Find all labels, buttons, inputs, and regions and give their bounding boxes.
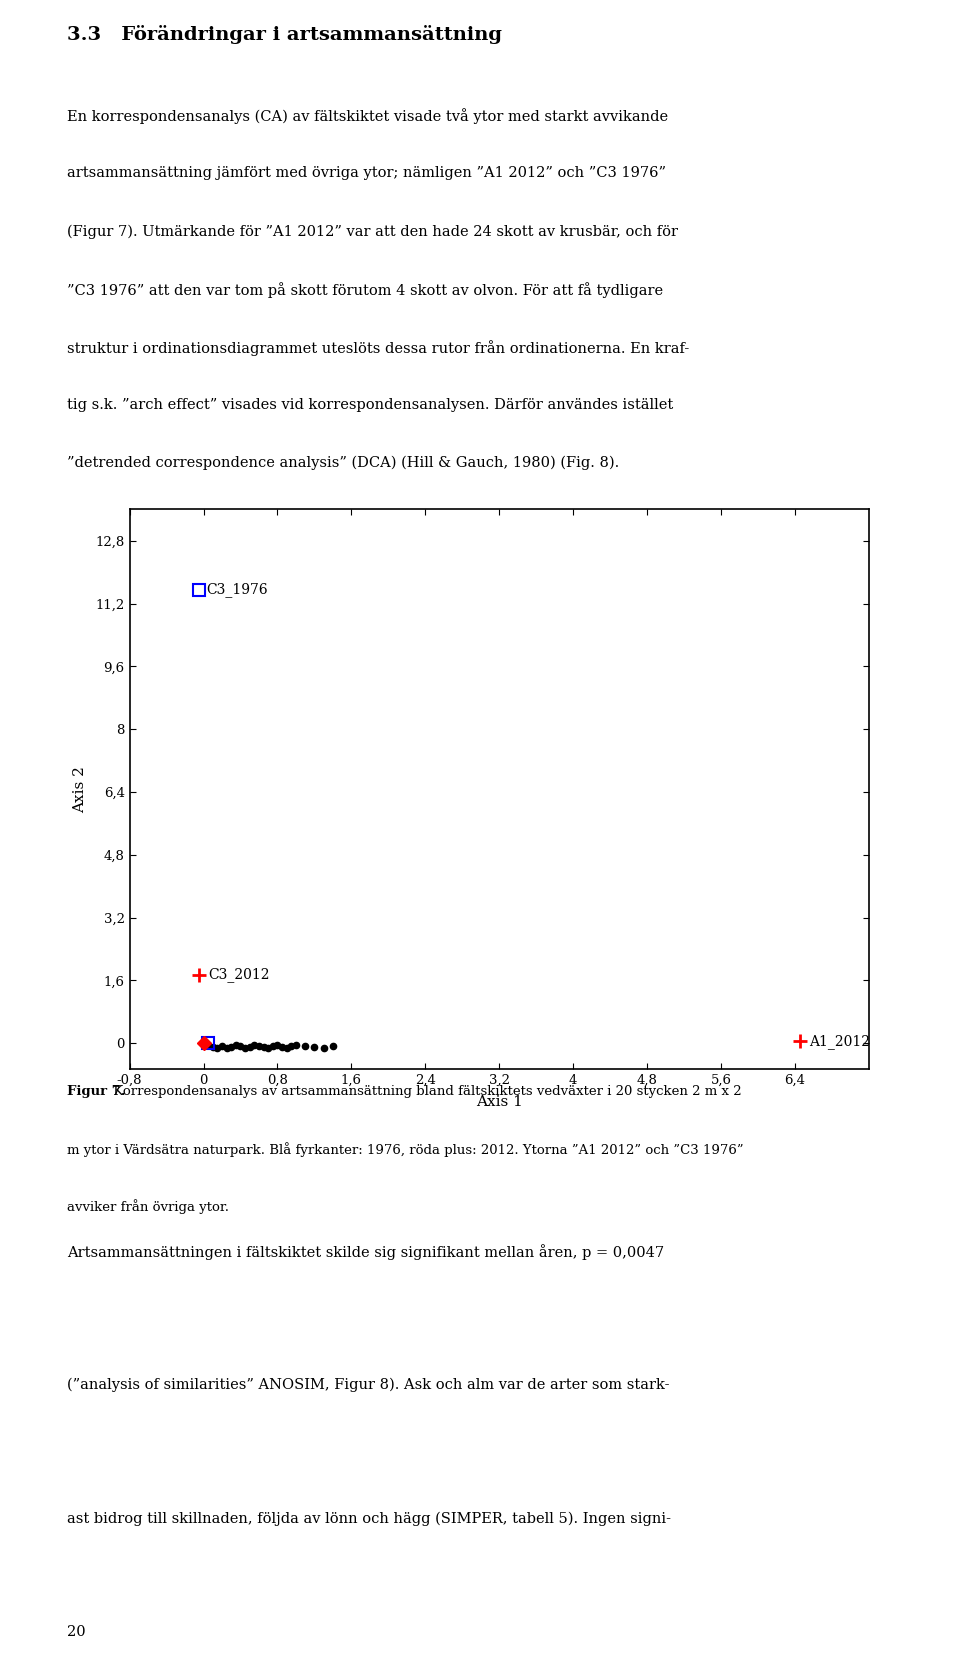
Text: A1_2012: A1_2012 <box>808 1034 870 1049</box>
Text: ”detrended correspondence analysis” (DCA) (Hill & Gauch, 1980) (Fig. 8).: ”detrended correspondence analysis” (DCA… <box>67 456 619 469</box>
Y-axis label: Axis 2: Axis 2 <box>73 765 87 813</box>
Text: En korrespondensanalys (CA) av fältskiktet visade två ytor med starkt avvikande: En korrespondensanalys (CA) av fältskikt… <box>67 109 668 125</box>
Text: C3_1976: C3_1976 <box>206 583 268 598</box>
Text: artsammansättning jämfört med övriga ytor; nämligen ”A1 2012” och ”C3 1976”: artsammansättning jämfört med övriga yto… <box>67 167 666 180</box>
Text: 20: 20 <box>67 1625 85 1638</box>
Text: Figur 7.: Figur 7. <box>67 1086 126 1099</box>
Text: Korrespondensanalys av artsammansättning bland fältskiktets vedväxter i 20 styck: Korrespondensanalys av artsammansättning… <box>108 1086 741 1099</box>
Text: struktur i ordinationsdiagrammet uteslöts dessa rutor från ordinationerna. En kr: struktur i ordinationsdiagrammet uteslöt… <box>67 339 689 356</box>
Text: tig s.k. ”arch effect” visades vid korrespondensanalysen. Därför användes iställ: tig s.k. ”arch effect” visades vid korre… <box>67 397 674 411</box>
Text: (Figur 7). Utmärkande för ”A1 2012” var att den hade 24 skott av krusbär, och fö: (Figur 7). Utmärkande för ”A1 2012” var … <box>67 224 678 239</box>
Text: Artsammansättningen i fältskiktet skilde sig signifikant mellan åren, p = 0,0047: Artsammansättningen i fältskiktet skilde… <box>67 1244 664 1261</box>
Text: m ytor i Värdsätra naturpark. Blå fyrkanter: 1976, röda plus: 2012. Ytorna ”A1 2: m ytor i Värdsätra naturpark. Blå fyrkan… <box>67 1142 744 1157</box>
Text: avviker från övriga ytor.: avviker från övriga ytor. <box>67 1199 229 1214</box>
Text: 3.3   Förändringar i artsammansättning: 3.3 Förändringar i artsammansättning <box>67 25 502 43</box>
Text: (”analysis of similarities” ANOSIM, Figur 8). Ask och alm var de arter som stark: (”analysis of similarities” ANOSIM, Figu… <box>67 1378 670 1393</box>
Text: ”C3 1976” att den var tom på skott förutom 4 skott av olvon. För att få tydligar: ”C3 1976” att den var tom på skott förut… <box>67 282 663 297</box>
Text: ast bidrog till skillnaden, följda av lönn och hägg (SIMPER, tabell 5). Ingen si: ast bidrog till skillnaden, följda av lö… <box>67 1511 671 1526</box>
Text: C3_2012: C3_2012 <box>208 967 270 982</box>
X-axis label: Axis 1: Axis 1 <box>476 1096 522 1109</box>
